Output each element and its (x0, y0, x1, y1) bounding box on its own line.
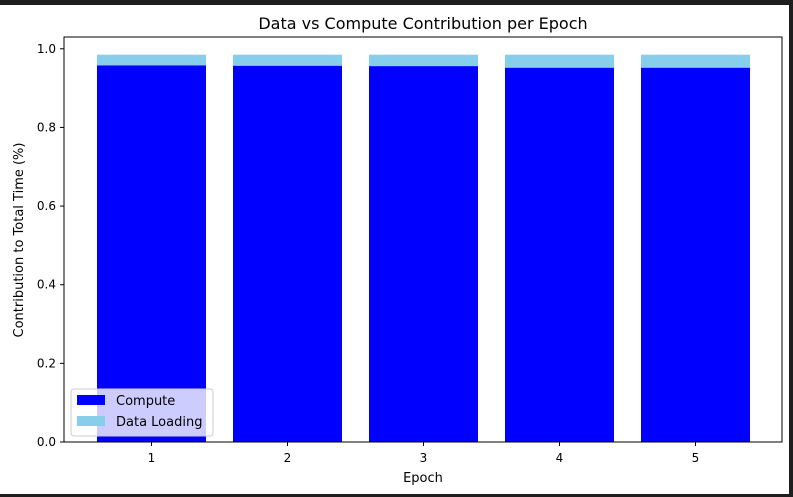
bar-data-loading-epoch-2 (233, 54, 342, 66)
legend-label-data-loading: Data Loading (116, 415, 202, 430)
chart-title: Data vs Compute Contribution per Epoch (258, 14, 587, 33)
y-axis-ticks: 0.0 0.2 0.4 0.6 0.8 1.0 (37, 42, 64, 449)
y-tick-label: 0.0 (37, 435, 56, 449)
bar-compute-epoch-1 (97, 65, 206, 443)
bar-data-loading-epoch-5 (641, 54, 750, 68)
chart-frame: Data vs Compute Contribution per Epoch 0… (0, 5, 789, 494)
y-axis-label: Contribution to Total Time (%) (12, 143, 27, 338)
y-tick-label: 0.4 (37, 278, 56, 292)
bar-compute-epoch-3 (369, 66, 478, 443)
y-tick-label: 0.8 (37, 120, 56, 134)
y-tick-label: 0.6 (37, 199, 56, 213)
y-tick-label: 0.2 (37, 356, 56, 370)
legend-label-compute: Compute (116, 394, 175, 409)
x-tick-label: 5 (692, 451, 700, 465)
legend: Compute Data Loading (70, 388, 214, 437)
x-tick-label: 1 (148, 451, 156, 465)
y-tick-label: 1.0 (37, 42, 56, 56)
bar-data-loading-epoch-1 (97, 54, 206, 66)
stacked-bar-chart: Data vs Compute Contribution per Epoch 0… (12, 14, 783, 486)
bar-compute-epoch-5 (641, 67, 750, 442)
plot-frame (63, 36, 783, 443)
legend-box (70, 388, 214, 437)
x-axis-ticks: 1 2 3 4 5 (148, 442, 700, 465)
bar-data-loading-epoch-3 (369, 54, 478, 67)
bar-compute-epoch-2 (233, 65, 342, 442)
bar-compute-epoch-4 (505, 67, 614, 442)
x-tick-label: 4 (556, 451, 564, 465)
legend-swatch-compute (77, 395, 105, 405)
x-tick-label: 2 (284, 451, 292, 465)
bars-group (97, 54, 750, 443)
x-axis-label: Epoch (403, 471, 443, 486)
x-tick-label: 3 (420, 451, 428, 465)
legend-swatch-data-loading (77, 416, 105, 426)
bar-data-loading-epoch-4 (505, 54, 614, 68)
